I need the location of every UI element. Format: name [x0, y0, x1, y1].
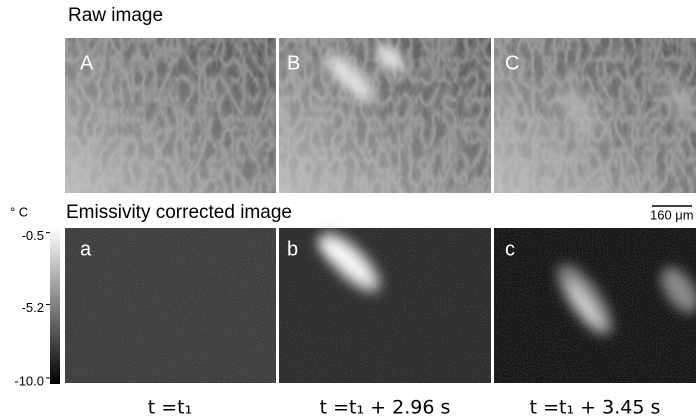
raw-images: [65, 38, 696, 193]
time-label: t =t₁ + 2.96 s: [320, 397, 451, 418]
panel-label: B: [287, 52, 300, 74]
colorbar-tick-label: -5.2: [22, 300, 44, 315]
panel-label: b: [287, 238, 298, 260]
corrected-images: [65, 222, 696, 383]
panel-label: A: [80, 52, 94, 74]
corrected-title: Emissivity corrected image: [66, 202, 292, 223]
colorbar-unit: ° C: [10, 204, 28, 219]
figure: Raw image Emissivity corrected image: [0, 0, 696, 418]
colorbar: [50, 228, 60, 384]
time-label: t =t₁: [148, 397, 192, 418]
colorbar-tick-label: -0.5: [22, 228, 44, 243]
panel-label: C: [505, 52, 519, 74]
raw-title: Raw image: [68, 5, 163, 26]
colorbar-tick-label: -10.0: [14, 373, 44, 388]
scale-bar-label: 160 μm: [650, 207, 694, 222]
panel-label: c: [505, 238, 515, 260]
panel-label: a: [80, 238, 92, 260]
time-label: t =t₁ + 3.45 s: [530, 397, 661, 418]
